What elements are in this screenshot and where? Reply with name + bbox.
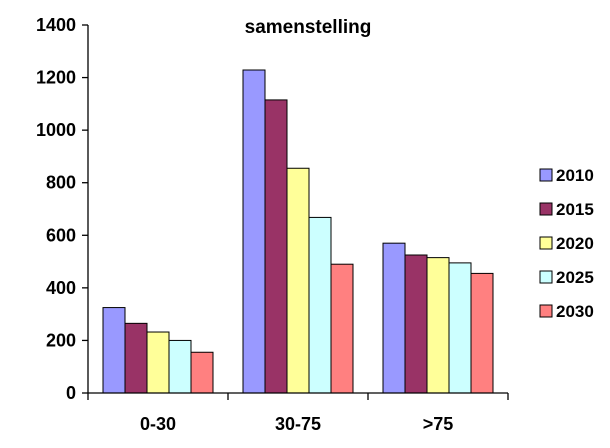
bar-2010-0-30 [102,307,126,394]
legend-swatch-2030 [539,304,553,318]
bar-2015-30-75 [264,99,288,394]
y-tick-label: 200 [46,330,76,350]
y-tick-label: 600 [46,225,76,245]
chart-title: samenstelling [245,17,372,38]
legend: 2010 2015 2020 2025 2030 [539,166,594,321]
y-tick-label: 1200 [36,68,76,88]
bar-2015-0-30 [124,322,148,394]
bar-2030-30-75 [330,263,354,394]
bar-2010-30-75 [242,69,266,394]
x-tick-label: >75 [423,414,454,434]
x-tick-label: 30-75 [275,414,321,434]
x-tick-label: 0-30 [140,414,176,434]
bar-2020-30-75 [286,167,310,394]
bar-2020-0-30 [146,331,170,394]
bar-2030->75 [470,272,494,394]
y-tick-label: 400 [46,278,76,298]
bar-2030-0-30 [190,351,214,394]
bar-2010->75 [382,242,406,394]
y-tick-label: 0 [66,383,76,403]
legend-label-2025: 2025 [556,268,594,287]
y-tick-label: 800 [46,173,76,193]
legend-label-2020: 2020 [556,234,594,253]
bar-2025-30-75 [308,216,332,394]
legend-swatch-2025 [539,270,553,284]
bar-2025->75 [448,262,472,394]
legend-swatch-2010 [539,168,553,182]
legend-swatch-2015 [539,202,553,216]
legend-label-2030: 2030 [556,302,594,321]
legend-label-2010: 2010 [556,166,594,185]
bars-group [102,69,494,394]
legend-label-2015: 2015 [556,200,594,219]
y-tick-label: 1000 [36,120,76,140]
y-tick-label: 1400 [36,15,76,35]
axes-group: 0 200 400 600 800 1000 1200 1400 0-30 30-75 >75 [36,15,509,434]
bar-2015->75 [404,254,428,394]
bar-2025-0-30 [168,339,192,394]
legend-swatch-2020 [539,236,553,250]
bar-2020->75 [426,257,450,394]
